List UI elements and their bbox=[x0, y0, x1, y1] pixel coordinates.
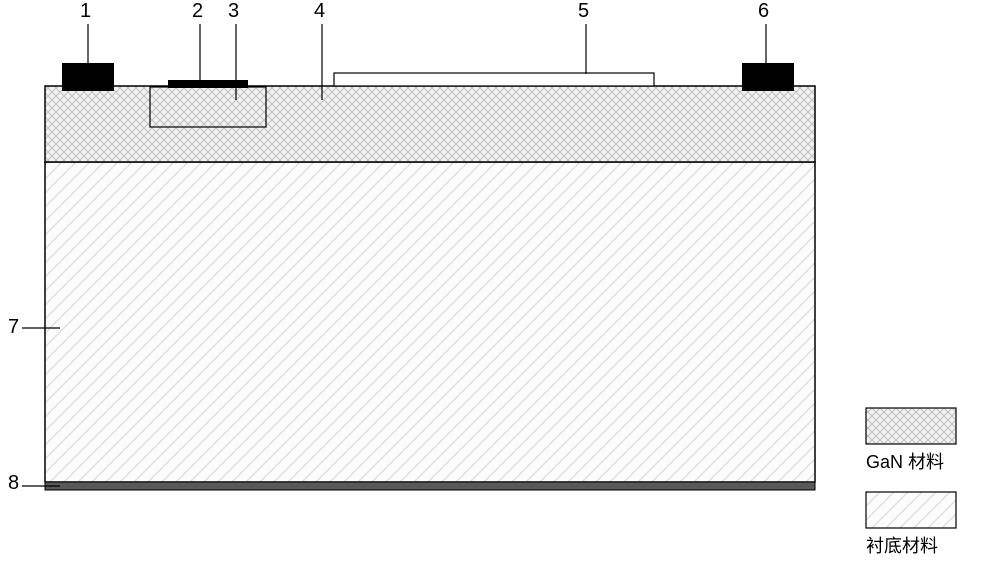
gan-layer bbox=[45, 86, 815, 162]
substrate-layer bbox=[45, 162, 815, 482]
legend-substrate-label: 衬底材料 bbox=[866, 532, 938, 558]
label-1: 1 bbox=[80, 0, 91, 23]
label-6: 6 bbox=[758, 0, 769, 23]
diagram-svg bbox=[0, 0, 1000, 567]
field-plate bbox=[334, 73, 654, 86]
label-8: 8 bbox=[8, 472, 19, 495]
label-5: 5 bbox=[578, 0, 589, 23]
diagram-root: 1 2 3 4 5 6 7 8 GaN 材料 衬底材料 bbox=[0, 0, 1000, 567]
label-7: 7 bbox=[8, 316, 19, 339]
electrode-right bbox=[742, 63, 794, 91]
label-2: 2 bbox=[192, 0, 203, 23]
legend-substrate-swatch bbox=[866, 492, 956, 528]
label-4: 4 bbox=[314, 0, 325, 23]
legend-gan-swatch bbox=[866, 408, 956, 444]
label-3: 3 bbox=[228, 0, 239, 23]
electrode-left bbox=[62, 63, 114, 91]
legend-gan-label: GaN 材料 bbox=[866, 448, 944, 474]
back-metal-layer bbox=[45, 482, 815, 490]
